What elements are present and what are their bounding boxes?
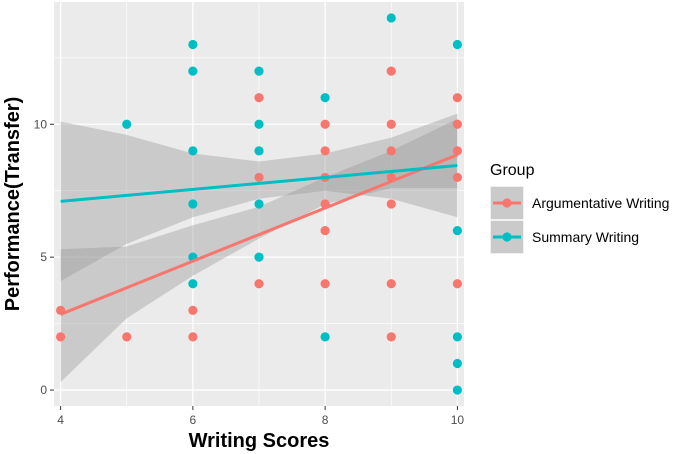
legend-label: Summary Writing — [532, 229, 639, 245]
data-point — [254, 66, 264, 76]
regression-lines — [60, 153, 458, 316]
data-point — [122, 332, 132, 342]
data-point — [386, 332, 396, 342]
legend-label: Argumentative Writing — [532, 195, 669, 211]
data-point — [254, 146, 264, 156]
x-tick-label: 4 — [57, 413, 64, 427]
data-point — [452, 279, 462, 289]
data-point — [452, 358, 462, 369]
data-point — [320, 332, 330, 342]
axis-ticks — [50, 123, 458, 410]
data-point — [254, 199, 264, 209]
data-point — [56, 332, 66, 342]
confidence-bands — [60, 113, 458, 383]
data-point — [254, 119, 264, 129]
data-point — [386, 279, 396, 289]
x-tick-label: 6 — [190, 413, 197, 427]
data-point — [386, 119, 396, 129]
confidence-band — [60, 118, 458, 383]
data-point — [386, 66, 396, 76]
x-axis-title: Writing Scores — [189, 430, 330, 452]
data-point — [452, 39, 462, 50]
data-point — [452, 93, 462, 103]
data-point — [452, 146, 462, 156]
legend-key-point — [502, 232, 512, 242]
y-tick-label: 5 — [40, 250, 47, 264]
data-point — [452, 332, 462, 342]
data-point — [320, 119, 330, 129]
y-axis-title: Performance(Transfer) — [2, 97, 24, 312]
data-point — [386, 146, 396, 156]
data-point — [254, 279, 264, 289]
data-points — [56, 13, 462, 395]
data-point — [188, 199, 198, 209]
legend-title: Group — [490, 162, 535, 179]
data-point — [254, 93, 264, 103]
data-point — [122, 119, 132, 129]
data-point — [188, 332, 198, 342]
data-point — [386, 199, 396, 209]
tick-labels: 4 6 8 10 0 5 10 — [34, 117, 465, 427]
regression-line — [60, 163, 458, 203]
data-point — [188, 39, 198, 50]
data-point — [188, 66, 198, 76]
data-point — [254, 172, 264, 183]
y-tick-label: 10 — [34, 117, 48, 131]
data-point — [188, 279, 198, 289]
data-point — [452, 119, 462, 129]
regression-line — [60, 153, 458, 316]
data-point — [452, 172, 462, 183]
x-tick-label: 8 — [322, 413, 329, 427]
data-point — [320, 146, 330, 156]
data-point — [254, 252, 264, 262]
legend: Group Argumentative Writing Summary Writi… — [489, 162, 669, 255]
confidence-band — [60, 113, 458, 282]
data-point — [320, 93, 330, 103]
data-point — [386, 13, 396, 23]
data-point — [452, 385, 462, 395]
data-point — [320, 225, 330, 236]
y-tick-label: 0 — [40, 383, 47, 397]
data-point — [188, 305, 198, 315]
data-point — [452, 225, 462, 236]
data-point — [320, 279, 330, 289]
legend-key-point — [502, 198, 512, 208]
x-tick-label: 10 — [451, 413, 465, 427]
data-point — [188, 146, 198, 156]
